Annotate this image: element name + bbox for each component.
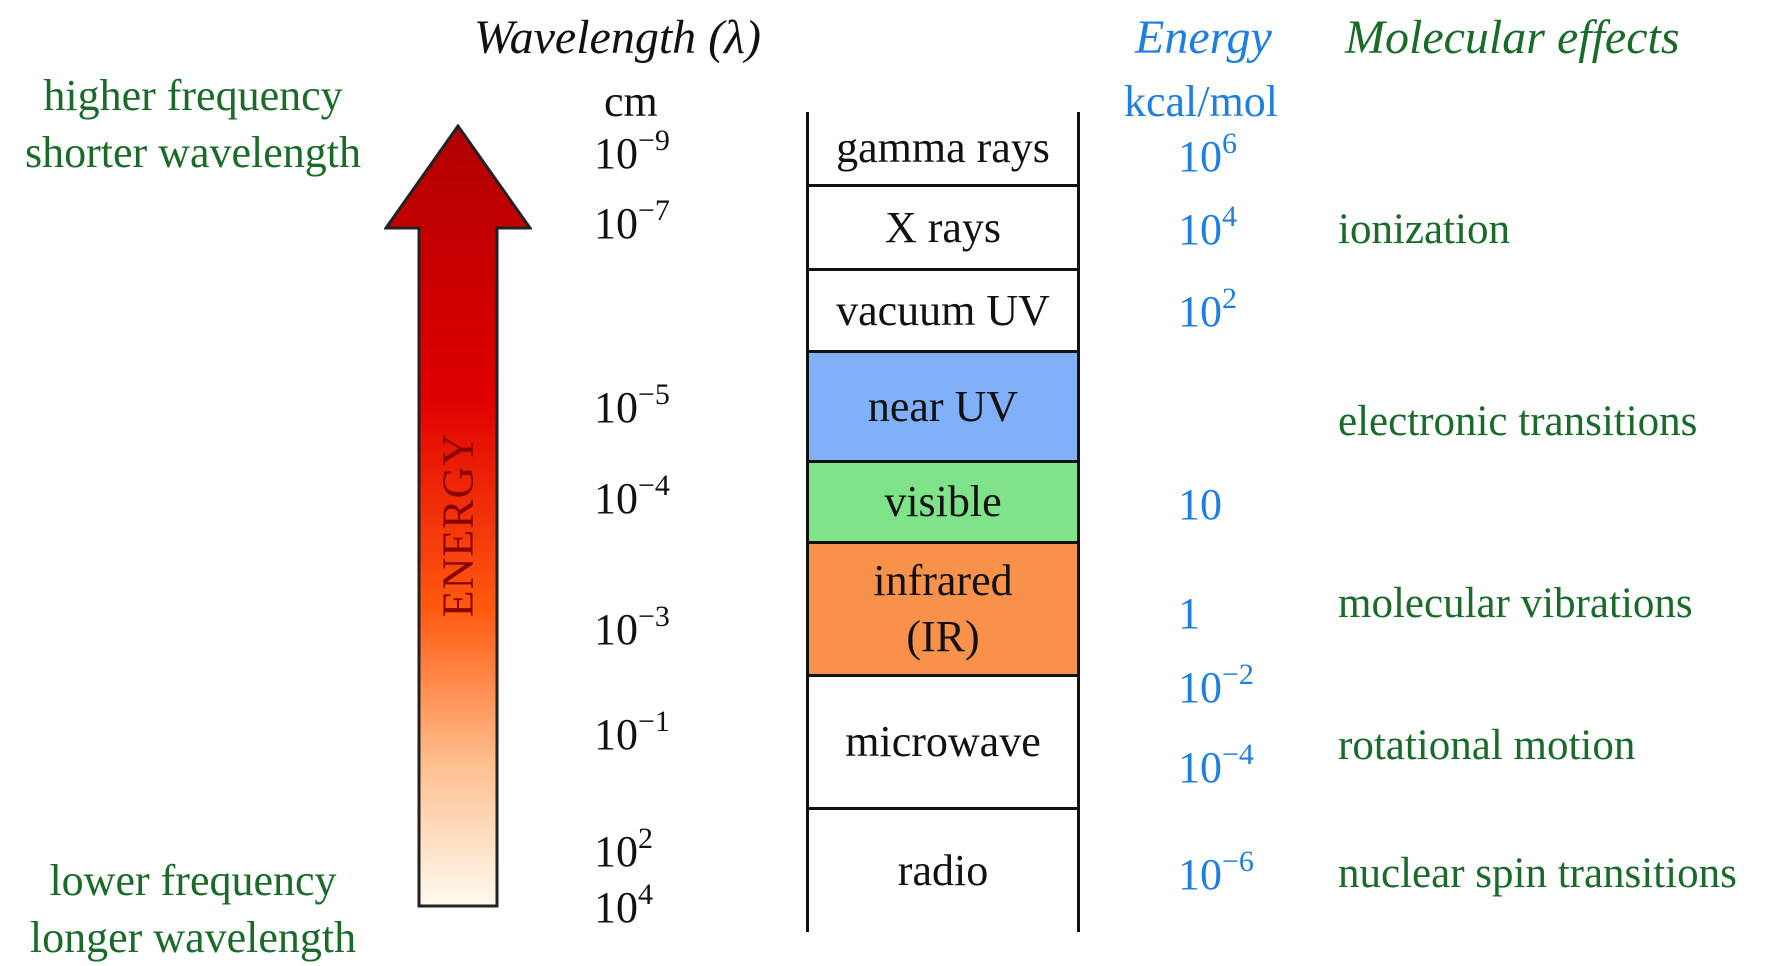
energy-value: 106 — [1178, 127, 1237, 181]
effect-electronic-transitions: electronic transitions — [1338, 398, 1698, 445]
wavelength-header: Wavelength (λ) — [474, 11, 761, 64]
energy-value: 104 — [1178, 200, 1237, 254]
wavelength-value: 10−9 — [594, 124, 670, 178]
energy-value: 10−2 — [1178, 658, 1254, 712]
higher-frequency-label: higher frequency — [43, 71, 343, 120]
energy-unit: kcal/mol — [1124, 77, 1278, 126]
energy-arrow-icon — [384, 124, 532, 908]
energy-value: 1 — [1178, 589, 1200, 638]
effect-rotational-motion: rotational motion — [1338, 722, 1636, 769]
wavelength-unit: cm — [604, 77, 658, 126]
band-gamma-rays: gamma rays — [808, 112, 1078, 184]
band-near-uv: near UV — [808, 350, 1078, 460]
effect-molecular-vibrations: molecular vibrations — [1338, 580, 1693, 627]
energy-value: 10−4 — [1178, 738, 1254, 792]
band-x-rays: X rays — [808, 184, 1078, 268]
spectrum-left-border — [806, 112, 809, 932]
band-radio: radio — [808, 807, 1078, 932]
shorter-wavelength-label: shorter wavelength — [25, 128, 361, 177]
wavelength-value: 104 — [594, 878, 653, 932]
longer-wavelength-label: longer wavelength — [29, 913, 357, 962]
effect-ionization: ionization — [1338, 206, 1510, 253]
wavelength-value: 10−5 — [594, 378, 670, 432]
band-vacuum-uv: vacuum UV — [808, 268, 1078, 350]
wavelength-value: 10−1 — [594, 705, 670, 759]
spectrum-right-border — [1077, 112, 1080, 932]
wavelength-value: 102 — [594, 822, 653, 876]
top-side-label: higher frequency shorter wavelength — [12, 67, 374, 181]
energy-header: Energy — [1135, 11, 1272, 64]
bottom-side-label: lower frequency longer wavelength — [12, 852, 374, 966]
effect-nuclear-spin-transitions: nuclear spin transitions — [1338, 850, 1737, 897]
wavelength-value: 10−3 — [594, 600, 670, 654]
energy-value: 102 — [1178, 282, 1237, 336]
lower-frequency-label: lower frequency — [49, 856, 337, 905]
molecular-effects-header: Molecular effects — [1345, 11, 1680, 64]
band-visible: visible — [808, 460, 1078, 541]
wavelength-value: 10−7 — [594, 194, 670, 248]
energy-value: 10−6 — [1178, 845, 1254, 899]
energy-value: 10 — [1178, 480, 1222, 529]
energy-arrow-label: ENERGY — [433, 432, 483, 618]
band-infrared: infrared (IR) — [808, 541, 1078, 674]
wavelength-value: 10−4 — [594, 469, 670, 523]
band-microwave: microwave — [808, 674, 1078, 807]
spectrum-column: gamma rays X rays vacuum UV near UV visi… — [806, 112, 1080, 932]
